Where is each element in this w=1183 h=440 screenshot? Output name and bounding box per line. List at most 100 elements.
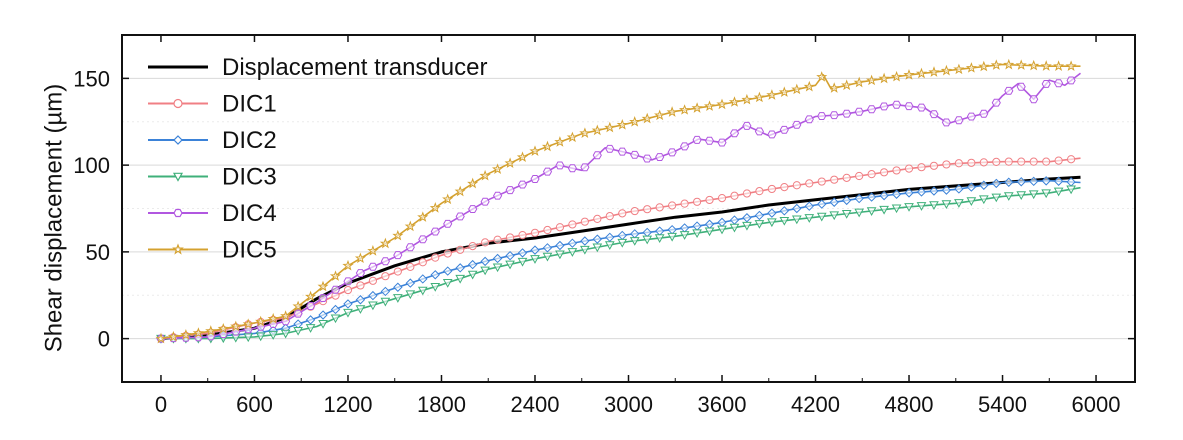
data-point (530, 255, 540, 264)
series-dic5 (155, 58, 1081, 344)
data-point (965, 62, 977, 73)
data-point (1053, 176, 1064, 186)
data-point (455, 274, 466, 284)
data-point (679, 223, 690, 233)
data-point (891, 70, 903, 82)
data-point (479, 169, 491, 181)
data-point (429, 201, 441, 213)
data-point (605, 232, 615, 243)
data-point (542, 167, 553, 176)
data-point (767, 184, 776, 194)
data-point (655, 153, 665, 161)
data-point (630, 229, 640, 239)
data-point (180, 329, 192, 340)
legend-entry: DIC1 (148, 91, 277, 118)
data-point (405, 278, 416, 288)
data-point (467, 270, 478, 280)
y-tick-label: 150 (73, 66, 110, 91)
data-point (717, 193, 727, 203)
legend-swatch-marker (173, 208, 183, 218)
data-point (491, 163, 504, 174)
data-point (941, 118, 951, 127)
data-point (167, 330, 180, 342)
data-point (1067, 155, 1076, 164)
data-point (1016, 191, 1027, 200)
data-point (541, 140, 553, 152)
legend-entry: DIC2 (148, 127, 277, 154)
data-point (654, 109, 666, 121)
data-point (530, 175, 540, 183)
data-point (716, 98, 728, 110)
series-displacement-transducer (160, 175, 1081, 341)
data-point (766, 89, 778, 100)
data-point (404, 220, 416, 232)
data-point (654, 226, 665, 236)
data-point (717, 217, 727, 228)
data-point (268, 331, 279, 340)
data-point (1041, 176, 1051, 186)
data-point (492, 253, 503, 264)
data-point (779, 216, 790, 226)
data-point (643, 205, 652, 214)
data-point (379, 237, 392, 249)
data-point (542, 243, 553, 253)
data-point (368, 290, 378, 301)
data-point (468, 241, 477, 251)
x-tick-label: 3000 (604, 392, 653, 417)
data-point (891, 204, 902, 214)
data-point (580, 217, 589, 226)
data-point (679, 231, 690, 240)
data-point (392, 229, 404, 241)
data-point (692, 229, 702, 239)
data-point (604, 241, 615, 250)
data-point (767, 130, 777, 139)
data-point (567, 238, 578, 248)
data-point (742, 189, 752, 198)
data-point (990, 59, 1002, 70)
legend-entry: DIC4 (148, 200, 277, 227)
data-point (717, 138, 727, 147)
data-point (879, 205, 889, 215)
data-point (467, 177, 479, 189)
legend-label: DIC2 (222, 127, 277, 154)
data-point (778, 86, 790, 97)
data-point (629, 116, 641, 127)
data-point (592, 243, 603, 253)
data-point (704, 227, 715, 237)
data-point (604, 121, 616, 133)
data-point (1054, 79, 1064, 88)
data-point (1040, 60, 1052, 71)
data-point (318, 294, 328, 302)
data-point (729, 223, 740, 233)
data-point (555, 240, 565, 251)
data-point (580, 236, 590, 246)
data-point (878, 72, 890, 84)
data-point (879, 168, 889, 177)
data-point (666, 106, 678, 117)
data-point (329, 270, 342, 281)
data-point (368, 301, 378, 311)
data-point (1028, 190, 1039, 200)
data-point (641, 112, 653, 124)
data-point (805, 179, 814, 188)
data-point (929, 110, 939, 119)
data-point (530, 228, 540, 237)
data-point (566, 131, 579, 143)
data-point (517, 257, 528, 267)
data-point (455, 212, 465, 221)
data-point (692, 197, 702, 206)
data-point (580, 245, 590, 255)
data-point (381, 272, 390, 281)
data-point (555, 161, 565, 170)
data-point (617, 238, 628, 248)
data-point (580, 163, 590, 172)
data-point (916, 187, 927, 197)
data-point (605, 144, 615, 153)
data-point (978, 60, 990, 72)
data-point (929, 186, 939, 196)
data-point (954, 184, 964, 194)
data-point (667, 232, 677, 242)
data-point (867, 105, 877, 114)
data-point (755, 187, 764, 196)
data-point (468, 205, 478, 213)
